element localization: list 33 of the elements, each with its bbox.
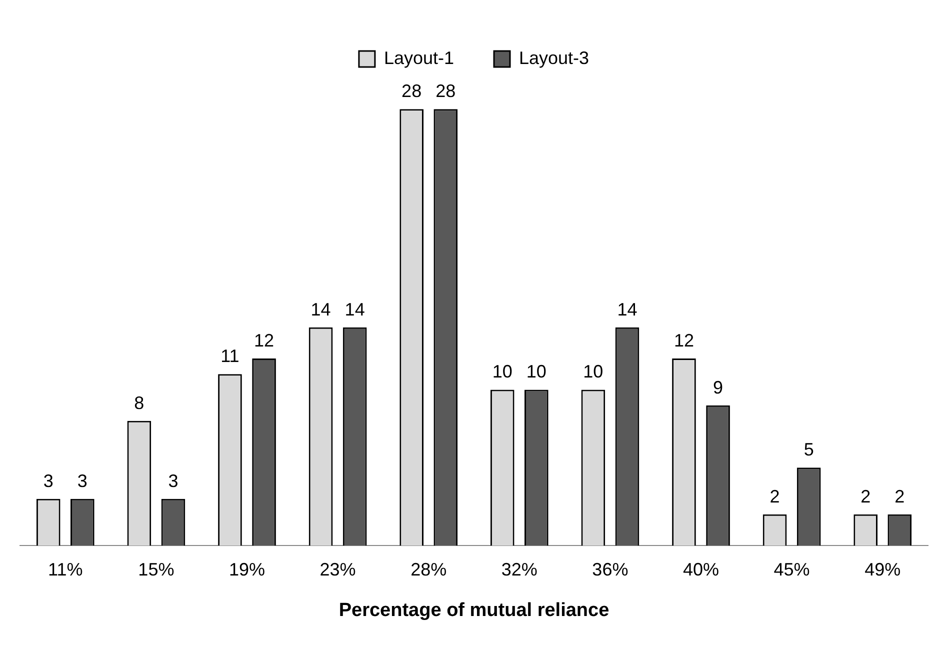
data-label: 28 — [402, 81, 422, 102]
data-label: 2 — [860, 486, 871, 506]
data-label: 10 — [492, 362, 512, 382]
x-tick-label: 11% — [48, 559, 83, 580]
data-label: 2 — [894, 486, 905, 506]
data-label: 3 — [168, 470, 178, 491]
data-label: 8 — [134, 392, 144, 413]
data-label: 9 — [713, 377, 724, 398]
x-tick-label: 45% — [774, 559, 810, 580]
x-tick-label: 32% — [501, 559, 538, 580]
data-label: 12 — [254, 330, 274, 351]
data-label: 2 — [770, 486, 780, 506]
data-label: 3 — [77, 470, 88, 491]
data-label: 3 — [43, 470, 54, 491]
data-label: 14 — [617, 299, 638, 320]
data-label: 10 — [583, 362, 604, 382]
data-label: 5 — [804, 440, 814, 460]
x-tick-label: 28% — [410, 559, 447, 580]
legend-label: Layout-1 — [384, 48, 454, 68]
x-tick-label: 19% — [228, 559, 266, 580]
data-label: 28 — [436, 81, 456, 102]
x-tick-label: 36% — [592, 559, 628, 580]
data-label: 11 — [220, 346, 240, 366]
x-axis-title: Percentage of mutual reliance — [338, 600, 610, 621]
x-tick-label: 15% — [138, 559, 174, 580]
x-tick-label: 40% — [682, 559, 720, 580]
data-label: 14 — [344, 299, 365, 320]
data-label: 10 — [526, 362, 546, 382]
x-tick-label: 23% — [320, 559, 356, 580]
data-label: 14 — [310, 299, 331, 320]
data-label: 12 — [674, 330, 694, 351]
legend-label: Layout-3 — [519, 48, 590, 68]
x-tick-label: 49% — [864, 559, 901, 580]
